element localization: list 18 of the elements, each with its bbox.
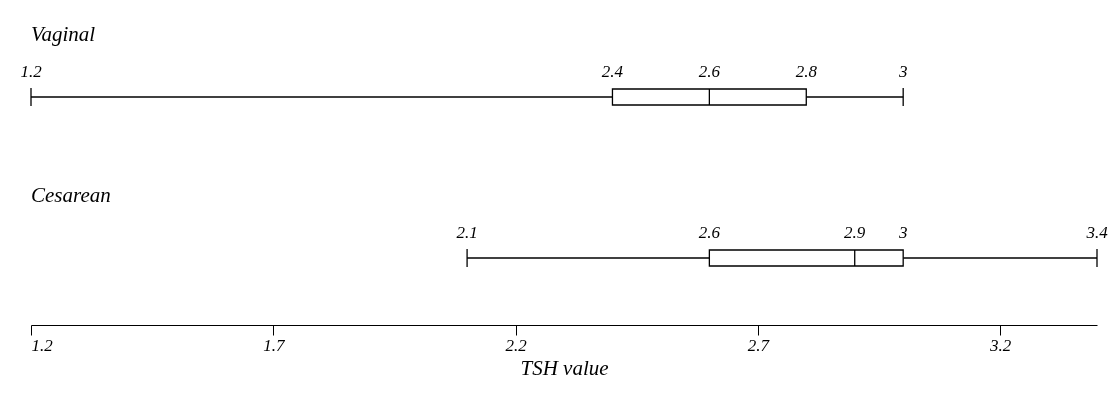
annotation: 2.8 [795, 62, 818, 81]
x-tick-label: 3.2 [988, 335, 1012, 355]
annotation: 2.6 [698, 223, 721, 242]
annotation: 3 [897, 223, 908, 242]
annotation: 2.6 [698, 62, 721, 81]
x-tick-label: 2.7 [747, 335, 771, 355]
x-tick-label: 2.2 [505, 335, 528, 355]
annotation: 1.2 [20, 62, 43, 81]
x-tick-label: 1.2 [31, 335, 54, 355]
annotation: 3 [897, 62, 908, 81]
y-tick-label: Vaginal [31, 22, 96, 46]
x-axis-title: TSH value [520, 355, 609, 380]
annotation: 2.1 [456, 223, 478, 242]
y-tick-label: Cesarean [31, 183, 111, 207]
annotation: 2.4 [601, 62, 624, 81]
x-tick-label: 1.7 [263, 335, 286, 355]
annotation: 3.4 [1085, 223, 1108, 242]
annotation: 2.9 [844, 223, 866, 242]
